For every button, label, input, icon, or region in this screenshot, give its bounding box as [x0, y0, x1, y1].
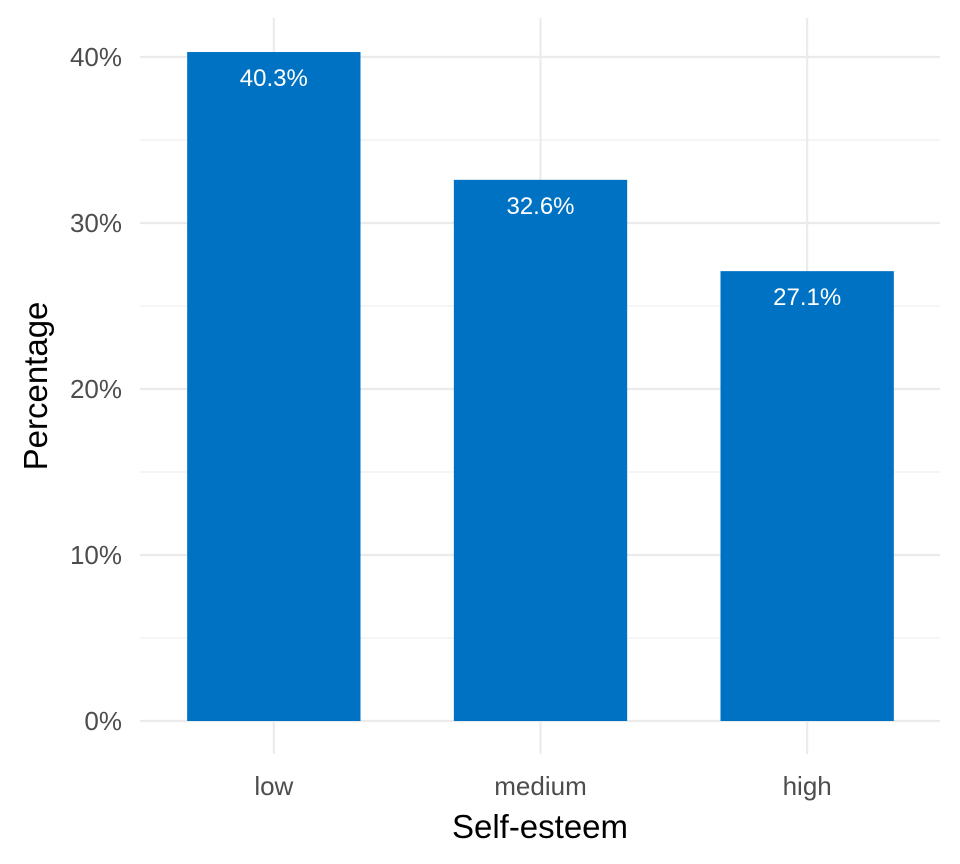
y-tick-label: 10% — [70, 540, 122, 570]
y-tick-label: 20% — [70, 374, 122, 404]
x-tick-label: medium — [494, 771, 586, 801]
x-axis-ticks: low medium high — [254, 771, 831, 801]
bar-low — [187, 52, 361, 721]
x-tick-label: low — [254, 771, 293, 801]
bars — [187, 52, 894, 722]
bar-value-label: 40.3% — [240, 65, 308, 92]
bar-medium — [453, 179, 628, 722]
bar-high — [720, 271, 894, 721]
bar-value-label: 27.1% — [773, 284, 841, 311]
x-axis-title: Self-esteem — [452, 808, 628, 845]
y-axis-ticks: 0% 10% 20% 30% 40% — [70, 42, 122, 736]
y-tick-label: 40% — [70, 42, 122, 72]
x-tick-label: high — [783, 771, 832, 801]
y-axis-title: Percentage — [17, 302, 54, 471]
y-tick-label: 0% — [84, 706, 122, 736]
y-tick-label: 30% — [70, 208, 122, 238]
bar-data-labels: 40.3% 32.6% 27.1% — [240, 65, 841, 311]
bar-value-label: 32.6% — [506, 193, 574, 220]
